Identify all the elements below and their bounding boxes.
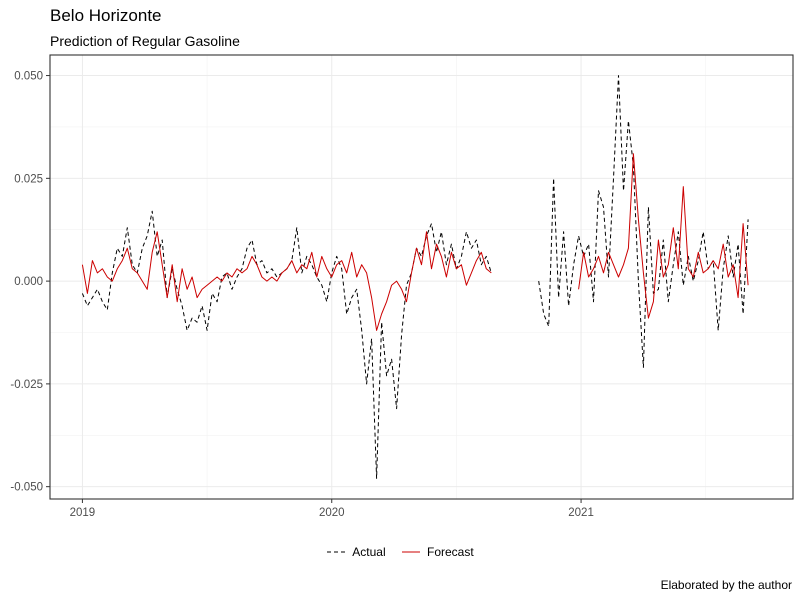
y-tick-label: 0.025: [14, 173, 43, 185]
legend-label-forecast: Forecast: [427, 545, 474, 559]
legend-label-actual: Actual: [352, 545, 386, 559]
chart-title: Belo Horizonte: [50, 6, 162, 25]
legend-item-actual: Actual: [326, 545, 386, 559]
x-tick-label: 2021: [568, 507, 594, 519]
chart-subtitle: Prediction of Regular Gasoline: [50, 33, 240, 49]
legend-key-forecast: [402, 551, 420, 553]
x-tick-label: 2019: [70, 507, 96, 519]
chart-caption: Elaborated by the author: [660, 578, 792, 592]
series-lines: [81, 75, 749, 479]
legend: Actual Forecast: [0, 545, 800, 560]
y-tick-label: 0.050: [14, 71, 43, 83]
legend-key-actual: [327, 551, 346, 553]
legend-item-forecast: Forecast: [401, 545, 474, 559]
plot-panel-border: [49, 54, 794, 500]
x-tick-label: 2020: [319, 507, 345, 519]
series-line-actual: [81, 75, 749, 479]
grid: [50, 55, 793, 499]
y-tick-label: -0.025: [10, 379, 43, 391]
axes: -0.050 -0.025 0.000 0.025 0.050 2019 2020 2021: [10, 71, 593, 519]
y-tick-label: 0.000: [14, 276, 43, 288]
y-tick-label: -0.050: [10, 482, 43, 494]
series-line-forecast: [81, 153, 749, 331]
